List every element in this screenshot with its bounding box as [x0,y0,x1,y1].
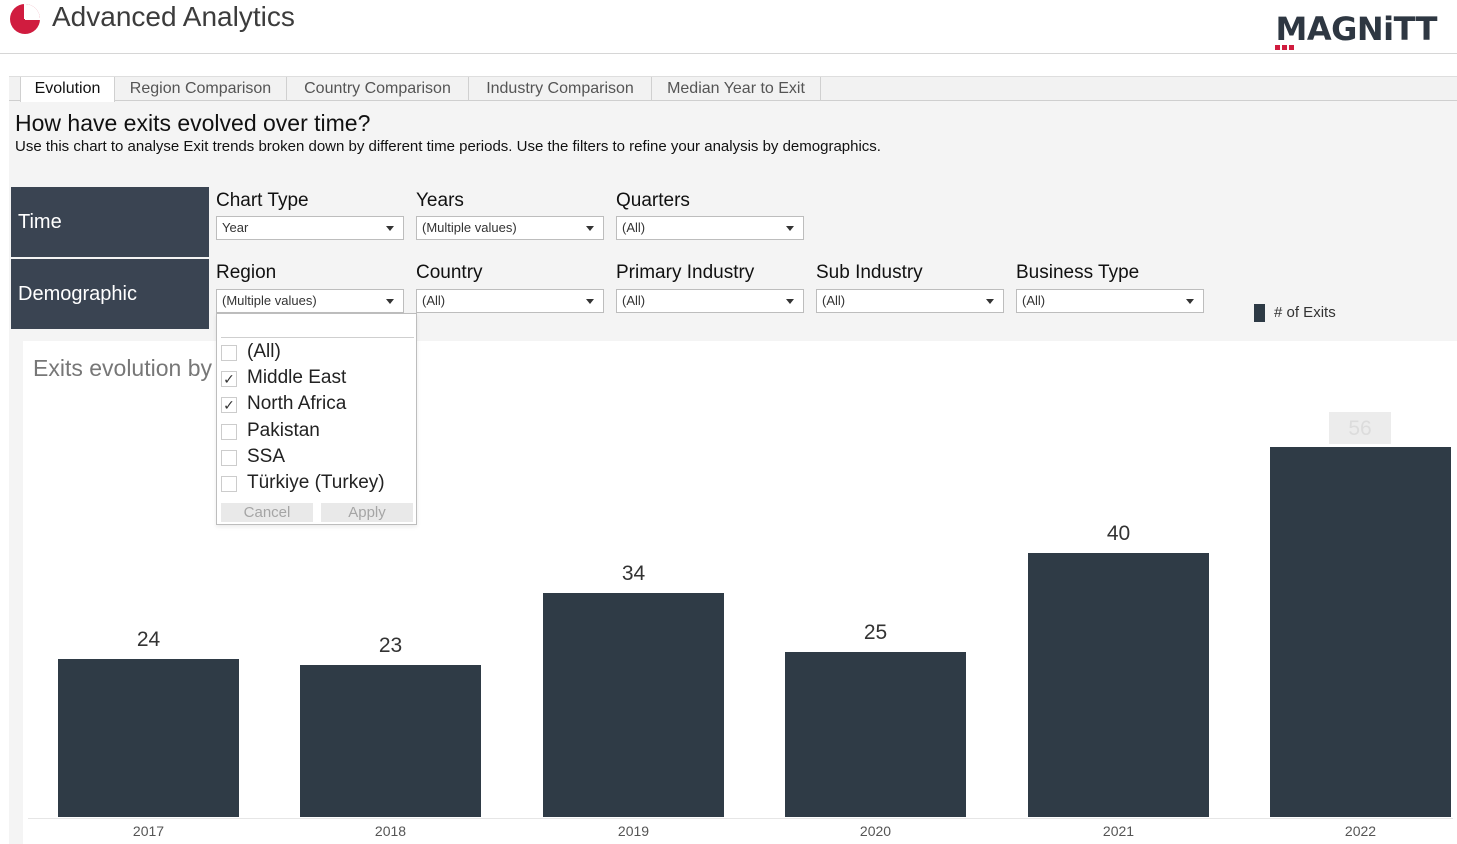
bar-2017[interactable] [58,659,239,817]
region-filter-popup: (All) ✓ Middle East ✓ North Africa Pakistan SS… [216,313,417,525]
region-option-label: Middle East [247,367,347,389]
analytics-logo-icon [10,4,40,34]
data-label: 34 [621,562,646,585]
region-dropdown[interactable]: (Multiple values) [216,289,404,313]
chevron-down-icon [1186,299,1194,304]
bar-2018[interactable] [300,665,481,817]
cancel-button[interactable]: Cancel [221,503,313,522]
chevron-down-icon [786,299,794,304]
country-label: Country [416,262,483,283]
years-dropdown[interactable]: (Multiple values) [416,216,604,240]
region-value: (Multiple values) [222,293,317,308]
app-title: Advanced Analytics [52,1,295,32]
brand-logo: MAGNiTT [1275,10,1437,50]
country-dropdown[interactable]: (All) [416,289,604,313]
brand-dots-icon [1275,45,1295,50]
primary-industry-dropdown[interactable]: (All) [616,289,804,313]
chevron-down-icon [786,226,794,231]
time-section-label: Time [11,187,209,257]
business-type-value: (All) [1022,293,1046,308]
checkbox-checked-icon[interactable]: ✓ [221,397,237,414]
x-tick-label: 2017 [132,823,165,839]
checkbox-empty-icon[interactable] [221,345,237,361]
tab-median-year-to-exit[interactable]: Median Year to Exit [652,77,821,101]
business-type-label: Business Type [1016,262,1140,283]
quarters-value: (All) [622,220,646,235]
chevron-down-icon [586,226,594,231]
checkbox-empty-icon[interactable] [221,449,237,466]
x-tick-label: 2020 [859,823,892,839]
checkbox-empty-icon[interactable] [221,423,237,440]
data-label: 25 [863,621,888,644]
legend-swatch [1254,304,1265,322]
years-label: Years [416,190,464,211]
x-axis-line [28,818,1453,819]
sub-industry-label: Sub Industry [816,262,923,283]
region-option-label: North Africa [247,393,347,415]
chevron-down-icon [386,226,394,231]
tab-industry-comparison[interactable]: Industry Comparison [469,77,652,101]
apply-button[interactable]: Apply [321,503,413,522]
primary-industry-label: Primary Industry [616,262,755,283]
legend-label: # of Exits [1274,304,1336,321]
data-label: 40 [1106,522,1131,545]
data-label: 56 [1329,412,1391,444]
chart-title: Exits evolution by [33,355,212,381]
x-tick-label: 2022 [1344,823,1377,839]
country-value: (All) [422,293,446,308]
sub-industry-dropdown[interactable]: (All) [816,289,1004,313]
region-option-label: Türkiye (Turkey) [247,472,385,493]
tab-bar: Evolution Region Comparison Country Comp… [9,76,1457,102]
region-option-label: Pakistan [247,419,320,441]
sub-industry-value: (All) [822,293,846,308]
quarters-label: Quarters [616,190,690,211]
page-heading: How have exits evolved over time? [15,110,371,136]
quarters-dropdown[interactable]: (All) [616,216,804,240]
business-type-dropdown[interactable]: (All) [1016,289,1204,313]
chart-type-label: Chart Type [216,190,309,211]
bar-2019[interactable] [543,593,724,817]
region-label: Region [216,262,277,283]
chevron-down-icon [986,299,994,304]
brand-logo-text: MAGNiTT [1275,10,1437,48]
chevron-down-icon [386,299,394,304]
years-value: (Multiple values) [422,220,517,235]
x-tick-label: 2021 [1102,823,1135,839]
data-label: 23 [378,634,403,657]
tab-evolution[interactable]: Evolution [20,77,115,102]
page-description: Use this chart to analyse Exit trends br… [15,138,881,155]
region-option-label: (All) [247,341,281,362]
chevron-down-icon [586,299,594,304]
checkbox-checked-icon[interactable]: ✓ [221,371,237,388]
region-option-label: SSA [247,445,286,467]
app-header: Advanced Analytics MAGNiTT [0,0,1457,54]
x-tick-label: 2019 [617,823,650,839]
demographic-section-label: Demographic [11,259,209,329]
region-search-input[interactable] [221,316,414,338]
chart-type-dropdown[interactable]: Year [216,216,404,240]
bar-2021[interactable] [1028,553,1209,817]
bar-2022[interactable] [1270,447,1451,817]
bar-2020[interactable] [785,652,966,817]
data-label: 24 [136,628,161,651]
tab-region-comparison[interactable]: Region Comparison [115,77,287,101]
primary-industry-value: (All) [622,293,646,308]
tab-country-comparison[interactable]: Country Comparison [287,77,469,101]
checkbox-empty-icon[interactable] [221,476,237,492]
x-tick-label: 2018 [374,823,407,839]
chart-type-value: Year [222,220,249,235]
